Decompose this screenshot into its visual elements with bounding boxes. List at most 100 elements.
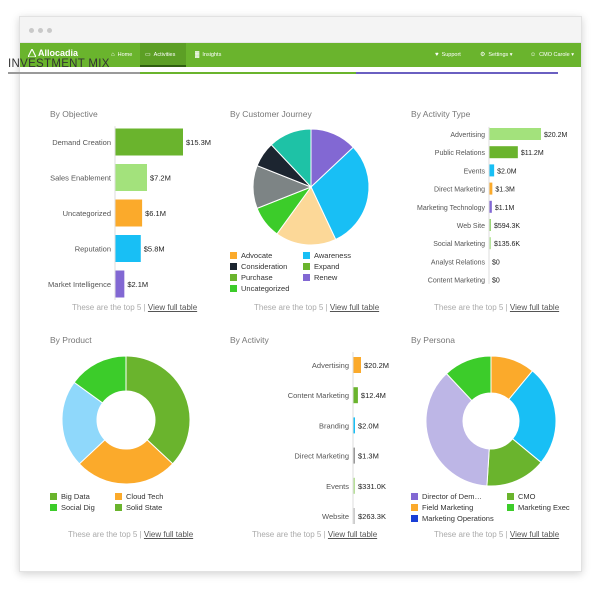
bar-category-label: Advertising bbox=[312, 361, 349, 370]
allocadia-logo-icon bbox=[28, 49, 36, 57]
legend-item-field-marketing: Field Marketing bbox=[411, 503, 473, 512]
bar-category-label: Advertising bbox=[450, 132, 485, 139]
bar-value-label: $2.0M bbox=[358, 421, 379, 430]
view-full-table-link[interactable]: View full table bbox=[147, 303, 198, 312]
bar-value-label: $20.2M bbox=[364, 361, 389, 370]
view-full-table-link[interactable]: View full table bbox=[509, 530, 560, 539]
slice-cloud-tech bbox=[78, 439, 174, 485]
objective-bar-chart: Demand Creation $15.3M Sales Enablement $7.… bbox=[48, 126, 211, 300]
slice-marketing-exec bbox=[508, 370, 557, 464]
window-titlebar bbox=[20, 17, 581, 43]
legend-label: Director of Dem… bbox=[422, 492, 483, 501]
bar-uncategorized bbox=[115, 199, 143, 227]
view-full-table-link[interactable]: View full table bbox=[143, 530, 194, 539]
window-dot-icon[interactable] bbox=[29, 28, 34, 33]
legend-swatch bbox=[303, 263, 310, 270]
legend-swatch bbox=[115, 493, 122, 500]
legend-item-purchase: Purchase bbox=[230, 273, 273, 282]
bar-value-label: $263.3K bbox=[358, 512, 386, 521]
nav-label: Home bbox=[117, 52, 133, 58]
bar-website bbox=[353, 508, 355, 524]
legend-item-expand: Expand bbox=[303, 262, 339, 271]
view-full-table-link[interactable]: View full table bbox=[327, 530, 378, 539]
activity-type-bar-chart: Advertising $20.2M Public Relations $11.2M E… bbox=[417, 126, 568, 284]
product-footer: These are the top 5 | View full table bbox=[68, 530, 193, 539]
bar-reputation bbox=[115, 235, 141, 262]
legend-swatch bbox=[115, 504, 122, 511]
panel-title-journey: By Customer Journey bbox=[230, 109, 312, 119]
bar-category-label: Web Site bbox=[457, 223, 485, 230]
bar-category-label: Reputation bbox=[75, 245, 111, 254]
bar-value-label: $1.1M bbox=[495, 205, 515, 212]
bar-value-label: $135.6K bbox=[494, 241, 520, 248]
legend-swatch bbox=[303, 274, 310, 281]
footer-text: These are the top 5 | bbox=[434, 303, 508, 312]
panel-title-activity: By Activity bbox=[230, 335, 269, 345]
legend-item-cmo: CMO bbox=[507, 492, 536, 501]
bar-category-label: Analyst Relations bbox=[431, 259, 486, 266]
slice-big-data bbox=[61, 381, 106, 465]
app-logo[interactable]: Allocadia bbox=[28, 48, 78, 58]
legend-label: Purchase bbox=[241, 273, 273, 282]
bar-value-label: $594.3K bbox=[494, 223, 520, 230]
legend-label: Field Marketing bbox=[422, 503, 474, 512]
nav-label: Support bbox=[441, 52, 461, 58]
legend-label: Cloud Tech bbox=[126, 492, 164, 501]
legend-swatch bbox=[50, 493, 57, 500]
legend-swatch bbox=[50, 504, 57, 511]
panel-title-objective: By Objective bbox=[50, 109, 98, 119]
legend-swatch bbox=[230, 252, 237, 259]
legend-swatch bbox=[507, 504, 514, 511]
title-rule-segment bbox=[140, 72, 356, 74]
bar-value-label: $11.2M bbox=[521, 150, 544, 157]
bar-public-relations bbox=[489, 146, 518, 159]
legend-swatch bbox=[230, 274, 237, 281]
slice-director-of-dem bbox=[425, 372, 490, 487]
slice-social-dig bbox=[73, 355, 127, 404]
legend-label: Awareness bbox=[314, 251, 351, 260]
panel-title-persona: By Persona bbox=[411, 335, 455, 345]
view-full-table-link[interactable]: View full table bbox=[329, 303, 380, 312]
slice-field-marketing bbox=[445, 355, 492, 402]
footer-text: These are the top 5 | bbox=[252, 530, 326, 539]
legend-swatch bbox=[411, 493, 418, 500]
nav-activities[interactable]: ▭ Activities bbox=[140, 43, 186, 67]
home-icon: ⌂ bbox=[111, 52, 115, 58]
legend-item-awareness: Awareness bbox=[303, 251, 351, 260]
customer-journey-pie-chart bbox=[252, 128, 370, 246]
legend-label: Solid State bbox=[126, 503, 163, 512]
nav-home[interactable]: ⌂ Home bbox=[106, 43, 136, 67]
window-dot-icon[interactable] bbox=[47, 28, 52, 33]
slice-awareness bbox=[310, 146, 370, 241]
footer-text: These are the top 5 | bbox=[254, 303, 328, 312]
window-dot-icon[interactable] bbox=[38, 28, 43, 33]
footer-text: These are the top 5 | bbox=[434, 530, 508, 539]
bar-value-label: $7.2M bbox=[150, 174, 171, 183]
legend-item-director-of-dem: Director of Dem… bbox=[411, 492, 482, 501]
legend-label: Big Data bbox=[61, 492, 90, 501]
objective-footer: These are the top 5 | View full table bbox=[72, 303, 197, 312]
legend-swatch bbox=[507, 493, 514, 500]
user-icon: ☺ bbox=[530, 52, 537, 58]
bar-value-label: $0 bbox=[492, 278, 500, 284]
slice-advocate bbox=[276, 186, 337, 246]
title-rule-segment bbox=[356, 72, 558, 74]
legend-item-solid-state: Solid State bbox=[115, 503, 162, 512]
bar-category-label: Marketing Technology bbox=[417, 205, 485, 212]
nav-insights[interactable]: ▓ Insights bbox=[190, 43, 226, 67]
view-full-table-link[interactable]: View full table bbox=[509, 303, 560, 312]
legend-item-social-dig: Social Dig bbox=[50, 503, 95, 512]
bar-chart-icon: ▓ bbox=[195, 52, 200, 58]
legend-item-marketing-exec: Marketing Exec bbox=[507, 503, 570, 512]
legend-swatch bbox=[230, 263, 237, 270]
legend-label: Social Dig bbox=[61, 503, 95, 512]
nav-label: CMO Carole ▾ bbox=[539, 52, 574, 58]
legend-label: Marketing Operations bbox=[422, 514, 494, 523]
bar-demand-creation bbox=[115, 128, 183, 156]
nav-cmo-carole[interactable]: ☺ CMO Carole ▾ bbox=[530, 43, 574, 67]
nav-settings[interactable]: ⚙ Settings ▾ bbox=[480, 43, 513, 67]
legend-label: CMO bbox=[518, 492, 536, 501]
nav-support[interactable]: ♥ Support bbox=[435, 43, 461, 67]
bar-direct-marketing bbox=[489, 182, 493, 195]
bar-category-label: Direct Marketing bbox=[434, 187, 485, 194]
